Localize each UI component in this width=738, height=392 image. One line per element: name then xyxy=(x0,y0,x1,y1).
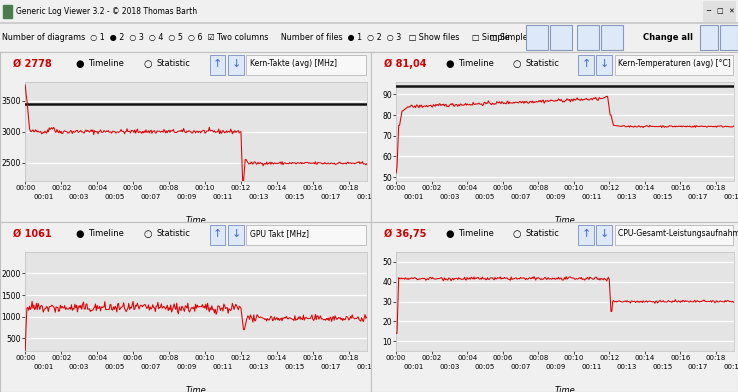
Bar xyxy=(725,1,736,22)
Text: ●: ● xyxy=(446,59,454,69)
Text: Ø 2778: Ø 2778 xyxy=(13,59,51,69)
Bar xyxy=(579,54,594,75)
Text: ●: ● xyxy=(75,229,83,239)
Bar xyxy=(579,225,594,245)
Bar xyxy=(601,25,623,50)
Text: Timeline: Timeline xyxy=(88,229,124,238)
Text: Ø 36,75: Ø 36,75 xyxy=(384,229,426,239)
Text: ↑: ↑ xyxy=(705,33,713,42)
Bar xyxy=(526,25,548,50)
X-axis label: Time: Time xyxy=(554,216,575,225)
Text: ↑: ↑ xyxy=(582,229,591,239)
Text: ↓: ↓ xyxy=(725,33,733,42)
Text: Statistic: Statistic xyxy=(525,229,559,238)
Text: Ø 1061: Ø 1061 xyxy=(13,229,51,239)
Bar xyxy=(246,54,366,75)
Bar xyxy=(228,54,244,75)
Text: ●: ● xyxy=(75,59,83,69)
Bar xyxy=(550,25,572,50)
Text: ✕: ✕ xyxy=(728,8,734,15)
Bar xyxy=(615,225,733,245)
Text: Kern-Temperaturen (avg) [°C]: Kern-Temperaturen (avg) [°C] xyxy=(618,60,731,69)
X-axis label: Time: Time xyxy=(186,386,207,392)
Text: ↓: ↓ xyxy=(600,229,609,239)
Text: ○: ○ xyxy=(143,59,152,69)
Text: Generic Log Viewer 3.2 - © 2018 Thomas Barth: Generic Log Viewer 3.2 - © 2018 Thomas B… xyxy=(16,7,197,16)
Bar xyxy=(720,25,738,50)
Text: □ Simple: □ Simple xyxy=(490,33,528,42)
Text: ○: ○ xyxy=(513,229,521,239)
Text: ↓: ↓ xyxy=(232,229,241,239)
Bar xyxy=(210,54,225,75)
Text: ─: ─ xyxy=(706,8,711,15)
Text: Statistic: Statistic xyxy=(525,60,559,69)
Text: ⇅: ⇅ xyxy=(608,33,616,42)
Bar xyxy=(615,54,733,75)
Text: ↓: ↓ xyxy=(232,59,241,69)
Text: ○: ○ xyxy=(143,229,152,239)
Bar xyxy=(3,5,12,18)
Bar xyxy=(703,1,714,22)
Text: Timeline: Timeline xyxy=(458,229,494,238)
Bar xyxy=(577,25,599,50)
Text: □: □ xyxy=(717,8,723,15)
Text: ↑: ↑ xyxy=(213,229,222,239)
Text: ○: ○ xyxy=(513,59,521,69)
Text: Kern-Takte (avg) [MHz]: Kern-Takte (avg) [MHz] xyxy=(250,60,337,69)
Text: ↑: ↑ xyxy=(213,59,222,69)
X-axis label: Time: Time xyxy=(186,216,207,225)
Bar xyxy=(596,225,612,245)
Text: ●: ● xyxy=(446,229,454,239)
Text: CPU-Gesamt-Leistungsaufnahme [W]: CPU-Gesamt-Leistungsaufnahme [W] xyxy=(618,229,738,238)
Text: Timeline: Timeline xyxy=(88,60,124,69)
Text: ↓: ↓ xyxy=(600,59,609,69)
Text: Number of diagrams  ○ 1  ● 2  ○ 3  ○ 4  ○ 5  ○ 6  ☑ Two columns     Number of fi: Number of diagrams ○ 1 ● 2 ○ 3 ○ 4 ○ 5 ○… xyxy=(2,33,510,42)
Bar xyxy=(228,225,244,245)
Text: ⇄: ⇄ xyxy=(533,33,541,42)
Text: ↑: ↑ xyxy=(582,59,591,69)
Text: Statistic: Statistic xyxy=(156,229,190,238)
Bar xyxy=(210,225,225,245)
Bar xyxy=(596,54,612,75)
Bar xyxy=(700,25,718,50)
Text: Statistic: Statistic xyxy=(156,60,190,69)
Text: Change all: Change all xyxy=(643,33,693,42)
Bar xyxy=(714,1,725,22)
Bar xyxy=(246,225,366,245)
Text: Timeline: Timeline xyxy=(458,60,494,69)
X-axis label: Time: Time xyxy=(554,386,575,392)
Text: ⇄: ⇄ xyxy=(584,33,592,42)
Text: ⇅: ⇅ xyxy=(557,33,565,42)
Text: Ø 81,04: Ø 81,04 xyxy=(384,59,426,69)
Text: GPU Takt [MHz]: GPU Takt [MHz] xyxy=(250,229,309,238)
